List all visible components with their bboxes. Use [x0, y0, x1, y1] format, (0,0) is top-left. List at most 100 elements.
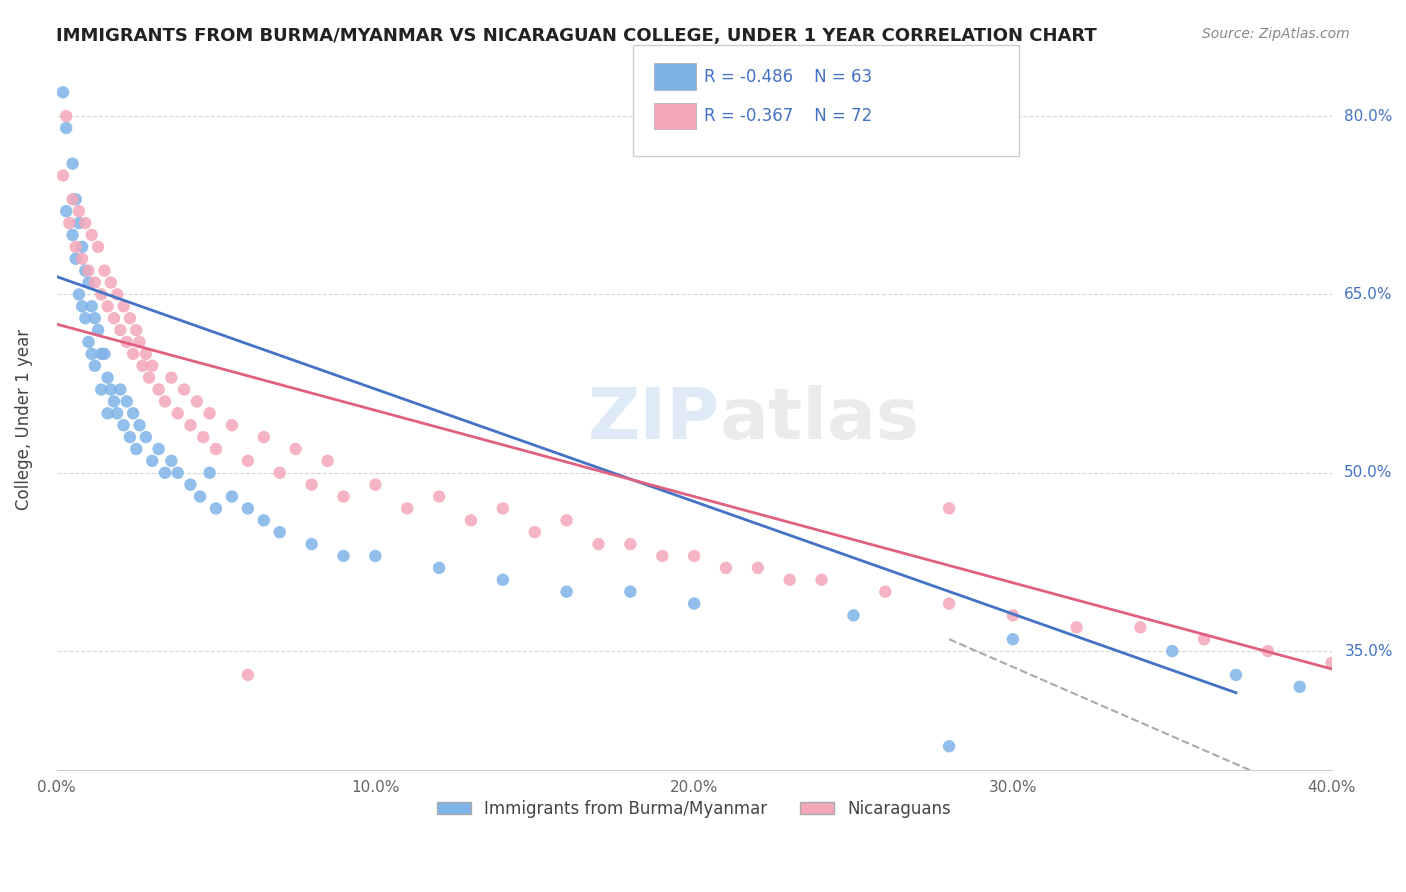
Point [77, 263, 100, 277]
Point [460, 513, 482, 527]
Point [938, 739, 960, 754]
Point [301, 477, 323, 491]
Point [179, 477, 201, 491]
Point [938, 597, 960, 611]
Point [221, 418, 243, 433]
Point [67, 287, 90, 301]
Point [588, 537, 610, 551]
Point [75, 216, 97, 230]
Point [141, 454, 163, 468]
Point [80, 299, 103, 313]
Point [1320, 656, 1343, 670]
Point [110, 323, 132, 337]
Point [619, 584, 641, 599]
Point [714, 561, 737, 575]
Point [148, 383, 170, 397]
Point [118, 311, 141, 326]
Point [75, 311, 97, 326]
Point [100, 276, 122, 290]
Point [492, 501, 515, 516]
Point [1001, 608, 1024, 623]
Point [75, 263, 97, 277]
Point [160, 454, 183, 468]
Point [364, 477, 387, 491]
Point [65, 240, 87, 254]
Point [364, 549, 387, 563]
Point [683, 549, 706, 563]
Point [77, 334, 100, 349]
Point [128, 334, 150, 349]
Point [166, 406, 188, 420]
Legend: Immigrants from Burma/Myanmar, Nicaraguans: Immigrants from Burma/Myanmar, Nicaragua… [430, 794, 957, 825]
Point [1161, 644, 1184, 658]
Point [427, 561, 450, 575]
Point [427, 490, 450, 504]
Point [747, 561, 769, 575]
Point [186, 394, 208, 409]
Text: 50.0%: 50.0% [1344, 466, 1393, 480]
Point [135, 347, 157, 361]
Text: 35.0%: 35.0% [1344, 644, 1393, 658]
Point [87, 323, 110, 337]
Point [97, 299, 120, 313]
Point [160, 370, 183, 384]
Point [153, 394, 176, 409]
Point [122, 347, 145, 361]
Point [93, 347, 115, 361]
Point [80, 227, 103, 242]
Point [173, 383, 195, 397]
Point [1192, 632, 1215, 647]
Point [83, 311, 105, 326]
Point [90, 383, 112, 397]
Point [332, 549, 354, 563]
Point [875, 584, 897, 599]
Point [77, 276, 100, 290]
Text: atlas: atlas [720, 384, 920, 454]
Point [842, 608, 865, 623]
Point [93, 263, 115, 277]
Point [153, 466, 176, 480]
Point [70, 299, 93, 313]
Point [810, 573, 832, 587]
Point [236, 501, 259, 516]
Text: 65.0%: 65.0% [1344, 287, 1393, 301]
Point [1129, 620, 1152, 634]
Point [188, 490, 211, 504]
Point [83, 276, 105, 290]
Point [1288, 680, 1310, 694]
Point [205, 442, 228, 456]
Point [105, 287, 128, 301]
Point [619, 537, 641, 551]
Point [1225, 668, 1247, 682]
Point [1066, 620, 1088, 634]
Point [52, 85, 75, 99]
Point [118, 430, 141, 444]
Point [198, 466, 221, 480]
Point [62, 227, 84, 242]
Point [103, 311, 125, 326]
Text: IMMIGRANTS FROM BURMA/MYANMAR VS NICARAGUAN COLLEGE, UNDER 1 YEAR CORRELATION CH: IMMIGRANTS FROM BURMA/MYANMAR VS NICARAG… [56, 27, 1097, 45]
Point [135, 430, 157, 444]
Point [284, 442, 307, 456]
Y-axis label: College, Under 1 year: College, Under 1 year [15, 328, 32, 510]
Text: 80.0%: 80.0% [1344, 109, 1393, 124]
Point [128, 418, 150, 433]
Point [205, 501, 228, 516]
Point [138, 370, 160, 384]
Point [52, 169, 75, 183]
Point [555, 513, 578, 527]
Point [236, 454, 259, 468]
Point [332, 490, 354, 504]
Point [253, 513, 276, 527]
Point [80, 347, 103, 361]
Point [1257, 644, 1279, 658]
Point [97, 370, 120, 384]
Text: Source: ZipAtlas.com: Source: ZipAtlas.com [1202, 27, 1350, 41]
Point [492, 573, 515, 587]
Point [55, 204, 77, 219]
Point [100, 383, 122, 397]
Point [236, 668, 259, 682]
Point [62, 192, 84, 206]
Point [103, 394, 125, 409]
Point [90, 287, 112, 301]
